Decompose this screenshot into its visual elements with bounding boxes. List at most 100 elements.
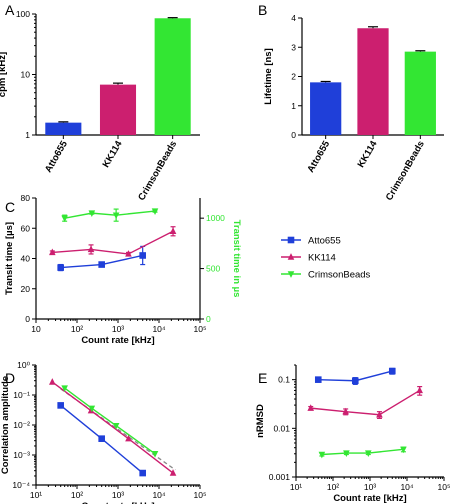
bar-kk114 <box>357 28 389 135</box>
x-tick-label: 10 <box>31 324 41 334</box>
bar-crimsonbeads <box>154 18 191 135</box>
panel-c-transit-time-chart: C 10 10² 10³ 10⁴ 10⁵ Count rate [kHz] 0 20 40 60 80… <box>4 193 242 346</box>
panel-letter: B <box>258 2 267 18</box>
data-point-crimsonbeads <box>88 210 96 218</box>
legend-marker-crimsonbeads <box>287 271 295 278</box>
y-tick-label: 10⁰ <box>17 360 30 370</box>
x-tick-label: 10⁴ <box>152 490 165 500</box>
x-tick-label: KK114 <box>356 138 380 169</box>
y-tick-label: 4 <box>291 13 296 23</box>
x-tick-label: 10³ <box>364 482 376 492</box>
data-point-crimsonbeads <box>151 451 159 458</box>
y-tick-label: 60 <box>21 223 31 233</box>
data-point-kk114 <box>169 227 177 234</box>
y-tick-label: 0 <box>25 314 30 324</box>
y-tick-label: 10 <box>21 70 31 80</box>
bar-atto655 <box>310 82 342 135</box>
legend-label-atto655: Atto655 <box>308 236 341 247</box>
data-point-atto655 <box>351 377 359 385</box>
data-point-crimsonbeads <box>400 446 407 454</box>
series-line-crimsonbeads <box>321 448 404 456</box>
x-tick-label: 10⁴ <box>400 482 413 492</box>
data-point-atto655 <box>139 252 146 259</box>
panel-d-correlation-amplitude-chart: D 10¹ 10² 10³ 10⁴ 10⁵ Count rate [kHz] 10⁻⁴ 10⁻³… <box>0 360 206 504</box>
data-point-kk114 <box>376 410 383 418</box>
y-axis-label: Lifetime [ns] <box>263 48 274 104</box>
panel-letter: D <box>5 370 15 386</box>
x-tick-label: Atto655 <box>43 138 70 174</box>
x-tick-label: 10¹ <box>290 482 302 492</box>
y-tick-label: 10⁻³ <box>13 450 30 460</box>
y-axis-label: Correlation amplitude <box>0 376 11 474</box>
y-tick-label: 0.01 <box>273 423 290 433</box>
y-tick-label: 1 <box>291 101 296 111</box>
data-point-atto655 <box>139 469 146 477</box>
y-axis-label: cpm [kHz] <box>0 52 8 97</box>
data-point-kk114 <box>342 407 349 415</box>
panel-a-cpm-bar-chart: A 1 10 100 cpm [kHz] Atto655 KK114 CrimsonBeads <box>0 2 200 203</box>
data-point-crimsonbeads <box>88 405 96 413</box>
x-axis-label: Count rate [kHz] <box>81 501 154 504</box>
panel-letter: E <box>258 370 267 386</box>
y-tick-label: 1 <box>25 130 30 140</box>
y-axis-label: Transit time [µs] <box>4 222 15 295</box>
y-tick-label: 100 <box>16 9 30 19</box>
data-point-crimsonbeads <box>112 212 120 220</box>
x-tick-label: 10⁵ <box>438 482 451 492</box>
x-axis-label: Count rate [kHz] <box>81 335 154 346</box>
bar-crimsonbeads <box>404 51 436 136</box>
data-point-kk114 <box>49 248 56 256</box>
y-axis-label: nRMSD <box>255 404 266 438</box>
y-tick-label: 2 <box>291 72 296 82</box>
data-point-atto655 <box>98 435 105 442</box>
y2-tick-label: 1000 <box>206 213 225 223</box>
data-point-crimsonbeads <box>61 385 68 392</box>
x-tick-label: CrimsonBeads <box>136 139 179 203</box>
x-tick-label: 10² <box>327 482 339 492</box>
series-line-kk114 <box>310 389 421 416</box>
x-tick-label: CrimsonBeads <box>384 139 427 203</box>
data-point-atto655 <box>314 376 322 383</box>
data-point-kk114 <box>49 378 56 385</box>
panel-letter: C <box>5 199 15 215</box>
bar-atto655 <box>45 122 82 135</box>
x-tick-label: 10³ <box>112 490 124 500</box>
data-point-kk114 <box>416 386 423 394</box>
x-tick-label: 10² <box>71 324 83 334</box>
panel-e-nrmsd-chart: E 10¹ 10² 10³ 10⁴ 10⁵ Count rate [kHz] 0.001 0.0… <box>255 364 451 504</box>
panel-b-lifetime-bar-chart: B 0 1 2 3 4 Lifetime [ns] Atto655 KK114 CrimsonBe… <box>258 2 444 203</box>
y2-axis-label: Transit time in µs <box>231 220 242 298</box>
y-tick-label: 20 <box>21 284 31 294</box>
series-line-crimsonbeads <box>64 387 156 455</box>
data-point-crimsonbeads <box>343 450 350 457</box>
series-line-kk114 <box>51 381 174 474</box>
legend: Atto655 KK114 CrimsonBeads <box>281 236 371 281</box>
y-tick-label: 0.001 <box>269 472 291 482</box>
legend-marker-kk114 <box>287 253 295 260</box>
y2-tick-label: 500 <box>206 264 220 274</box>
x-tick-label: 10³ <box>112 324 124 334</box>
legend-marker-atto655 <box>287 236 295 244</box>
x-tick-label: KK114 <box>101 138 125 169</box>
panel-letter: A <box>5 2 15 18</box>
x-tick-label: 10² <box>71 490 83 500</box>
data-point-kk114 <box>87 245 95 253</box>
y-tick-label: 10⁻¹ <box>13 390 30 400</box>
data-point-crimsonbeads <box>112 422 120 430</box>
y-tick-label: 0 <box>291 130 296 140</box>
data-point-crimsonbeads <box>318 451 326 459</box>
y-tick-label: 10⁻² <box>13 420 30 430</box>
data-point-atto655 <box>57 264 64 271</box>
data-point-crimsonbeads <box>151 208 159 216</box>
x-axis-label: Count rate [kHz] <box>333 493 406 504</box>
data-point-crimsonbeads <box>61 215 68 223</box>
x-tick-label: Atto655 <box>305 138 332 174</box>
data-point-kk114 <box>125 434 132 442</box>
y2-tick-label: 0 <box>206 314 211 324</box>
y-tick-label: 10⁻⁴ <box>12 480 30 490</box>
y-tick-label: 80 <box>21 193 31 203</box>
data-point-kk114 <box>307 404 315 411</box>
legend-label-crimsonbeads: CrimsonBeads <box>308 270 371 281</box>
y-tick-label: 40 <box>21 254 31 264</box>
